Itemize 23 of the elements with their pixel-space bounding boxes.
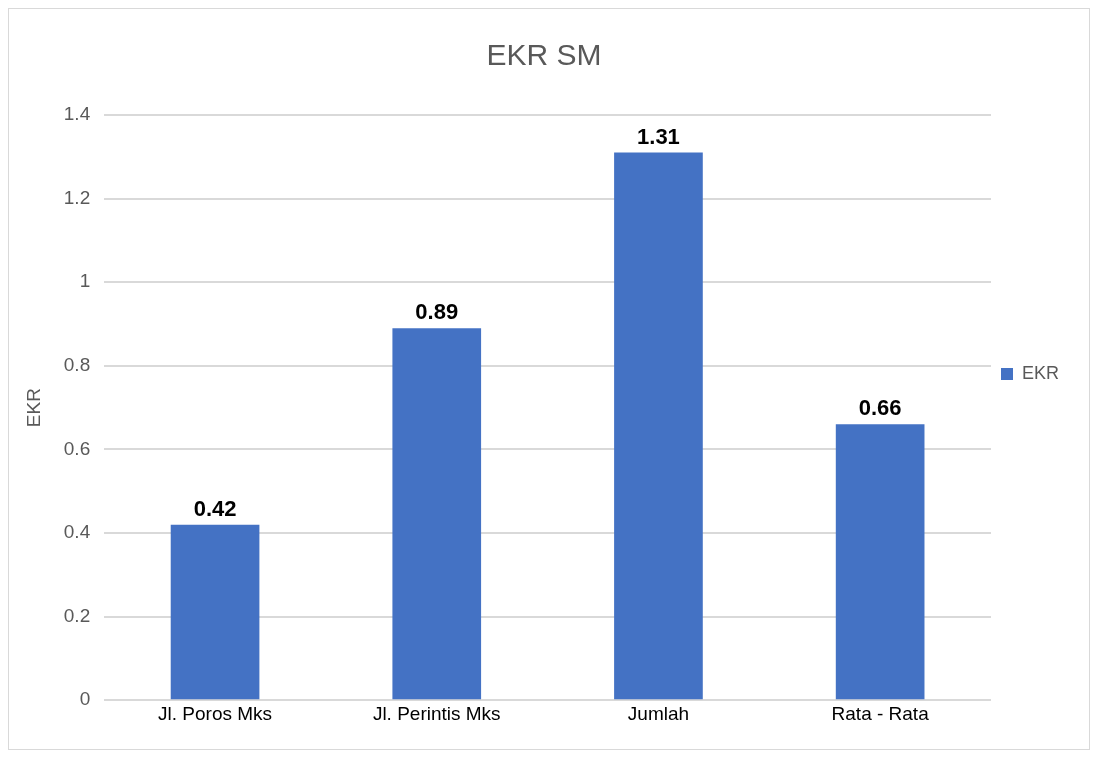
data-label: 0.66 [858, 395, 902, 421]
bar [835, 424, 925, 700]
y-tick-label: 0 [79, 688, 91, 710]
data-label: 1.31 [637, 123, 680, 149]
y-tick-label: 1.4 [63, 103, 91, 125]
y-tick-label: 0.6 [63, 437, 91, 459]
y-tick-label: 0.8 [63, 354, 91, 376]
y-tick-label: 1.2 [63, 186, 91, 208]
chart-title: EKR SM [486, 38, 602, 72]
x-tick-label: Jl. Perintis Mks [372, 702, 501, 724]
data-label: 0.42 [193, 495, 237, 521]
bar [614, 152, 703, 700]
bar [170, 524, 260, 700]
y-axis-title: EKR [22, 388, 44, 428]
y-tick-label: 1 [79, 270, 91, 292]
x-tick-label: Jumlah [627, 702, 690, 724]
y-tick-label: 0.2 [63, 604, 91, 626]
legend-label: EKR [1021, 362, 1059, 383]
x-tick-label: Rata - Rata [831, 702, 930, 724]
data-label: 0.89 [415, 299, 459, 325]
x-tick-label: Jl. Poros Mks [158, 702, 273, 724]
bar [392, 328, 482, 700]
y-tick-label: 0.4 [63, 521, 91, 543]
